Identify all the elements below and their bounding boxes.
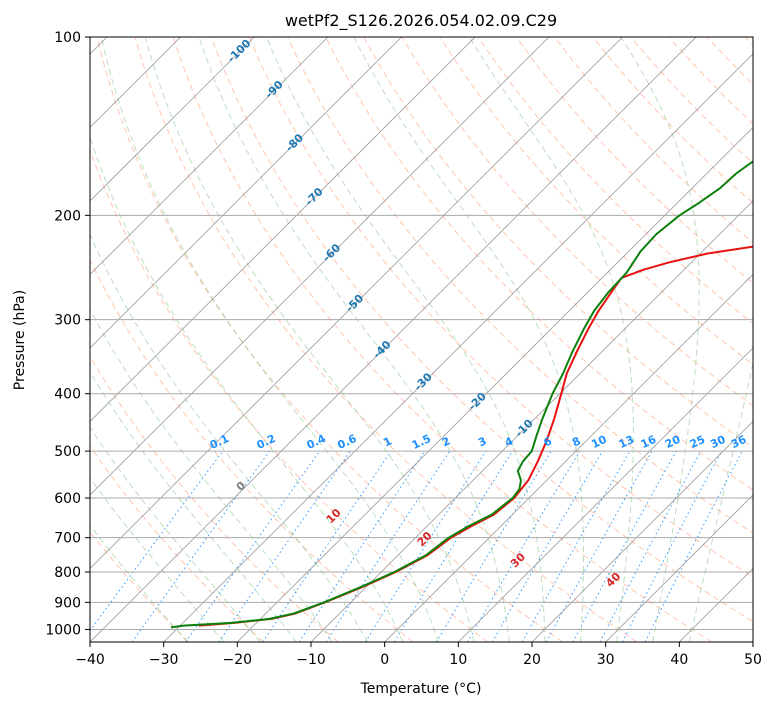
mixing-ratio-label: 20 <box>663 433 683 451</box>
moist-adiabat <box>266 37 546 642</box>
x-tick-label: 50 <box>744 652 762 668</box>
isotherm <box>163 53 753 642</box>
dry-adiabat <box>515 37 753 284</box>
dry-adiabat <box>96 37 563 642</box>
moist-adiabat <box>144 37 475 642</box>
mixing-ratio-label: 10 <box>589 433 609 451</box>
isotherm <box>384 273 753 642</box>
isotherm <box>90 37 697 642</box>
y-tick-label: 500 <box>54 444 81 460</box>
dry-adiabat <box>287 37 753 534</box>
y-tick-label: 600 <box>54 491 81 507</box>
x-tick-label: 20 <box>523 652 541 668</box>
x-tick-label: −10 <box>296 652 326 668</box>
isotherm <box>90 37 550 496</box>
x-tick-label: 10 <box>449 652 467 668</box>
x-tick-label: 0 <box>380 652 389 668</box>
moist-adiabat <box>90 233 369 642</box>
isotherm <box>605 494 753 642</box>
dry-adiabat <box>248 37 753 578</box>
moist-adiabat <box>198 37 510 642</box>
isotherm <box>90 37 402 349</box>
x-tick-label: 40 <box>670 652 688 668</box>
mixing-ratio-label: 16 <box>639 433 659 451</box>
mixing-ratio-label: 13 <box>617 433 636 451</box>
mixing-ratio-line <box>435 450 552 642</box>
dry-adiabat <box>134 37 638 642</box>
moist-adiabat <box>353 37 584 642</box>
moist-adiabat <box>688 360 753 642</box>
moist-adiabat <box>90 477 225 642</box>
y-tick-label: 900 <box>54 595 81 611</box>
data-series <box>170 160 753 629</box>
dewpoint-line <box>170 160 753 629</box>
mixing-ratio-label: 25 <box>688 433 707 451</box>
moist-adiabat <box>90 308 333 642</box>
mixing-ratio-line <box>364 450 487 642</box>
dry-adiabat <box>172 37 712 642</box>
dry-adiabat <box>90 445 264 642</box>
chart-title: wetPf2_S126.2026.054.02.09.C29 <box>285 11 557 31</box>
mixing-ratio-label: 30 <box>708 433 728 451</box>
moist-adiabat <box>90 371 297 642</box>
isotherm <box>90 37 476 423</box>
x-tick-label: −30 <box>149 652 179 668</box>
isotherm <box>90 37 329 275</box>
isotherm <box>458 347 753 642</box>
y-tick-label: 300 <box>54 313 81 329</box>
isotherm <box>90 37 255 202</box>
mixing-ratio-line <box>298 450 426 642</box>
moist-adiabat <box>90 524 188 642</box>
mixing-ratio-line <box>325 450 451 642</box>
y-tick-label: 800 <box>54 565 81 581</box>
isotherm <box>310 200 753 642</box>
moist-adiabat <box>620 37 700 642</box>
dry-adiabat <box>90 259 414 642</box>
y-tick-label: 200 <box>54 208 81 224</box>
isotherm <box>531 420 753 642</box>
mixing-ratio-label: 36 <box>729 433 749 451</box>
y-tick-label: 700 <box>54 531 81 547</box>
moist-adiabat <box>90 426 261 642</box>
mixing-ratio-line <box>467 450 581 642</box>
moist-adiabat <box>100 37 439 642</box>
mixing-ratio-line <box>185 450 321 642</box>
background-lines <box>90 37 753 642</box>
plot-frame <box>89 36 754 643</box>
mixing-ratio-line <box>599 450 702 642</box>
isotherm <box>237 126 753 642</box>
x-tick-label: −20 <box>223 652 253 668</box>
y-axis-title: Pressure (hPa) <box>12 290 28 390</box>
mixing-ratio-line <box>262 450 392 642</box>
x-tick-label: 30 <box>597 652 615 668</box>
dry-adiabat <box>325 37 753 491</box>
dry-adiabat <box>210 37 753 623</box>
y-tick-label: 400 <box>54 387 81 403</box>
mixing-ratio-line <box>218 450 351 642</box>
x-tick-label: −40 <box>75 652 105 668</box>
moist-adiabat <box>90 135 404 642</box>
mixing-ratio-line <box>572 450 677 642</box>
x-axis-title: Temperature (°C) <box>360 681 482 697</box>
y-tick-label: 1000 <box>45 622 81 638</box>
isotherm <box>90 37 623 570</box>
axis-ticks: −40 −30 −20 −10 0 10 20 30 40 50 100 200 300 400 500 60… <box>45 30 762 668</box>
y-tick-label: 100 <box>54 30 81 46</box>
